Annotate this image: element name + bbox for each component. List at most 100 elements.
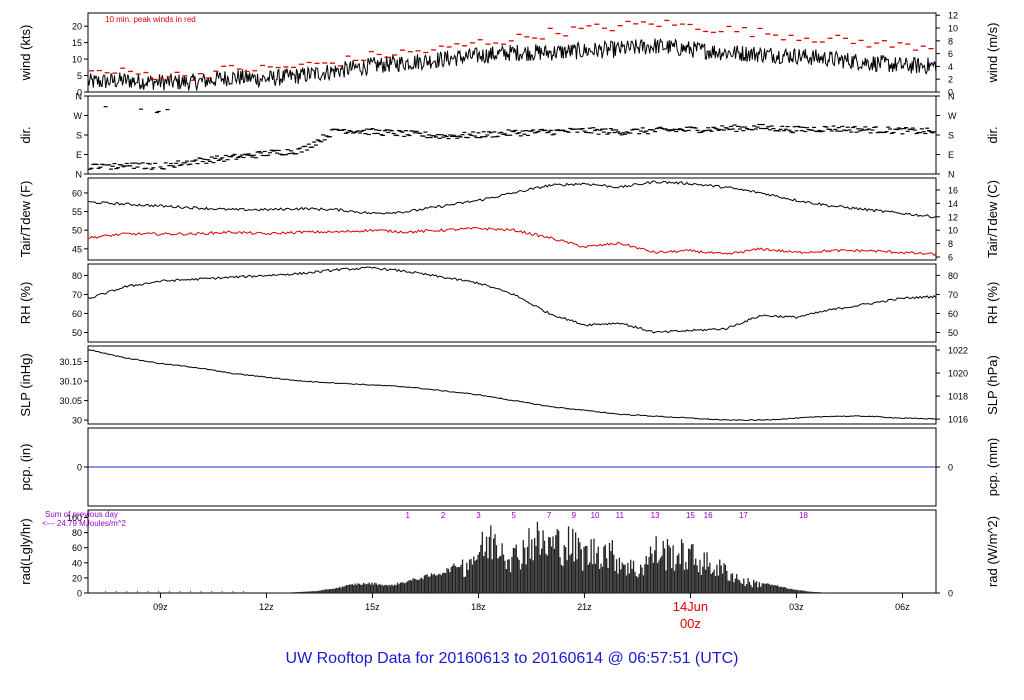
y-axis-label-right: rad (W/m^2)	[985, 516, 1000, 587]
y-tick-label: 70	[72, 290, 82, 300]
hour-label: 16	[704, 511, 713, 520]
hour-label: 11	[616, 511, 625, 520]
y-axis-label-right: RH (%)	[985, 282, 1000, 325]
y-axis-label-right: dir.	[985, 126, 1000, 143]
panel-humidity: RH (%) RH (%) 50 60 70 80 50 60 70 80	[18, 263, 1000, 343]
y-tick-label: 10	[72, 55, 82, 65]
hour-label: 10	[591, 511, 600, 520]
y-tick-label: 100	[67, 513, 82, 523]
y-tick-label: 60	[72, 188, 82, 198]
y-tick-label-right: 2	[948, 75, 953, 85]
y-tick-label-right: 4	[948, 62, 953, 72]
x-tick-label: 06z	[895, 602, 910, 612]
y-tick-label: 5	[77, 71, 82, 81]
hour-label: 9	[572, 511, 577, 520]
panel-precipitation: pcp. (in) pcp. (mm) 0 0	[18, 427, 1000, 507]
chart-title: UW Rooftop Data for 20160613 to 20160614…	[285, 650, 739, 667]
panel-wind: wind (kts) wind (m/s) 0 5 10 15 20 0 2 4 6 8 10 12 10 …	[18, 11, 1000, 98]
x-tick-label: 12z	[259, 602, 274, 612]
y-tick-label-right: 1018	[948, 392, 968, 402]
y-tick-label: 40	[72, 558, 82, 568]
hour-label: 15	[686, 511, 695, 520]
y-tick-label-right: 0	[948, 88, 953, 98]
y-axis-label: Tair/Tdew (F)	[18, 181, 33, 258]
y-tick-label-right: 60	[948, 309, 958, 319]
y-tick-label: 60	[72, 309, 82, 319]
y-tick-label: N	[76, 92, 83, 102]
y-tick-label-right: 50	[948, 328, 958, 338]
panel-plot-area	[88, 180, 936, 257]
y-tick-label: 80	[72, 528, 82, 538]
y-tick-label-right: E	[948, 150, 954, 160]
panel-plot-area	[88, 106, 936, 170]
y-tick-label-right: S	[948, 131, 954, 141]
y-tick-label: 0	[77, 589, 82, 599]
y-tick-label: 0	[77, 463, 82, 473]
y-tick-label: 15	[72, 38, 82, 48]
hour-label: 13	[651, 511, 660, 520]
panel-plot-area	[88, 349, 936, 422]
series-line-Tdew	[88, 226, 936, 257]
y-tick-label-right: 6	[948, 49, 953, 59]
panel-plot-area	[88, 19, 936, 91]
panel-frame	[87, 12, 937, 93]
y-axis-label: wind (kts)	[18, 25, 33, 82]
panel-plot-area	[105, 521, 830, 593]
y-tick-label: S	[76, 131, 82, 141]
x-tick-label: 21z	[577, 602, 592, 612]
y-tick-label-right: 0	[948, 589, 953, 599]
y-tick-label: 55	[72, 207, 82, 217]
series-line-wind	[88, 38, 936, 91]
y-axis-label-right: wind (m/s)	[985, 23, 1000, 84]
y-tick-label-right: 8	[948, 36, 953, 46]
y-axis-label: dir.	[18, 126, 33, 143]
y-tick-label-right: 12	[948, 11, 958, 21]
panel-temperature: Tair/Tdew (F) Tair/Tdew (C) 45 50 55 60 6 8 10 12…	[18, 177, 1000, 263]
y-tick-label: 30.10	[59, 377, 82, 387]
time-axis: 09z 12z 15z 18z 21z 03z 06z 14Jun 00z	[153, 593, 910, 631]
panel-group: wind (kts) wind (m/s)0510152002468101210 …	[18, 11, 1000, 599]
x-tick-label: 15z	[365, 602, 380, 612]
y-tick-label-right: 10	[948, 24, 958, 34]
y-tick-label-right: 1022	[948, 346, 968, 356]
y-tick-label: N	[76, 170, 83, 180]
y-tick-label: 0	[77, 88, 82, 98]
day-hour-label: 00z	[680, 616, 701, 631]
x-tick-label: 18z	[471, 602, 486, 612]
y-axis-label: pcp. (in)	[18, 444, 33, 491]
y-tick-label: E	[76, 150, 82, 160]
hour-label: 3	[476, 511, 481, 520]
y-tick-label-right: N	[948, 92, 955, 102]
y-tick-label-right: 0	[948, 463, 953, 473]
panel-plot-area	[88, 266, 936, 334]
y-tick-label-right: 14	[948, 199, 958, 209]
y-tick-label: 20	[72, 22, 82, 32]
hour-label: 7	[547, 511, 552, 520]
series-line-pressure	[88, 349, 936, 422]
day-date-label: 14Jun	[673, 599, 708, 614]
y-tick-label-right: 6	[948, 253, 953, 263]
hour-label: 18	[799, 511, 808, 520]
y-tick-label-right: 16	[948, 185, 958, 195]
y-tick-label: 30.05	[59, 396, 82, 406]
meteogram-chart: wind (kts) wind (m/s)0510152002468101210 …	[18, 11, 1000, 631]
y-tick-label: 80	[72, 271, 82, 281]
y-axis-label-right: pcp. (mm)	[985, 438, 1000, 497]
y-tick-label: 20	[72, 573, 82, 583]
y-tick-label: 50	[72, 226, 82, 236]
y-tick-label-right: 8	[948, 239, 953, 249]
y-tick-label-right: 10	[948, 226, 958, 236]
y-axis-label-right: Tair/Tdew (C)	[985, 180, 1000, 258]
radiation-note: <--- 24.79 MJoules/m^2	[42, 519, 127, 528]
y-tick-label-right: 80	[948, 271, 958, 281]
y-axis-label: SLP (inHg)	[18, 353, 33, 416]
series-line-humidity	[88, 266, 936, 334]
y-tick-label-right: N	[948, 170, 955, 180]
radiation-note: Sum of previous day	[45, 510, 118, 519]
y-tick-label-right: 12	[948, 212, 958, 222]
y-tick-label: W	[74, 111, 83, 121]
panel-frame	[87, 345, 937, 425]
y-tick-label: 50	[72, 328, 82, 338]
hour-label: 17	[739, 511, 748, 520]
y-tick-label: 45	[72, 244, 82, 254]
